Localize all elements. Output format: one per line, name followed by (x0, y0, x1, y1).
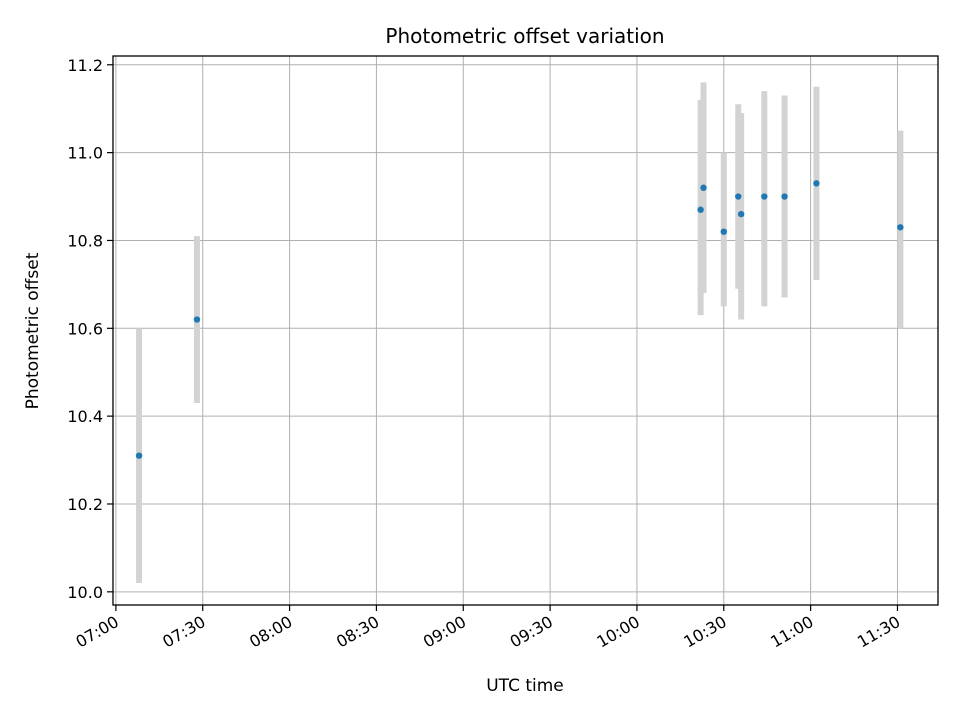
y-axis-title: Photometric offset (23, 252, 43, 409)
data-point (135, 452, 143, 459)
data-point (697, 206, 704, 213)
data-point (700, 184, 707, 191)
x-axis: 07:00 07:30 08:00 08:30 09:00 09:30 10:00 10:30… (72, 605, 903, 652)
data-point (193, 316, 201, 323)
y-axis: 10.0 10.2 10.4 10.6 10.8 11.0 11.2 (67, 56, 113, 602)
data-point (735, 193, 742, 200)
x-tick-label: 08:00 (246, 612, 295, 652)
x-tick-label: 09:00 (420, 612, 469, 652)
x-tick-label: 07:00 (72, 612, 121, 652)
x-tick-label: 11:00 (767, 612, 816, 652)
x-tick-label: 10:30 (680, 612, 729, 652)
data-point (813, 180, 820, 187)
errorbars (136, 82, 904, 584)
data-point (781, 193, 788, 200)
y-tick-label: 10.0 (67, 583, 103, 602)
data-points (135, 180, 904, 459)
y-tick-label: 10.2 (67, 495, 103, 514)
data-point (761, 193, 768, 200)
y-tick-label: 10.4 (67, 407, 103, 426)
chart-title: Photometric offset variation (385, 24, 664, 48)
data-point (897, 224, 904, 231)
x-tick-label: 09:30 (507, 612, 556, 652)
y-tick-label: 11.2 (67, 56, 103, 75)
data-point (720, 228, 727, 235)
y-tick-label: 10.6 (67, 319, 103, 338)
x-tick-label: 11:30 (854, 612, 903, 652)
y-tick-label: 11.0 (67, 144, 103, 163)
x-tick-label: 08:30 (333, 612, 382, 652)
data-point (737, 210, 745, 218)
grid (113, 56, 938, 605)
y-tick-label: 10.8 (67, 231, 103, 250)
x-axis-title: UTC time (486, 676, 564, 696)
plot-frame (112, 55, 939, 606)
x-tick-label: 07:30 (159, 612, 208, 652)
x-tick-label: 10:00 (594, 612, 643, 652)
